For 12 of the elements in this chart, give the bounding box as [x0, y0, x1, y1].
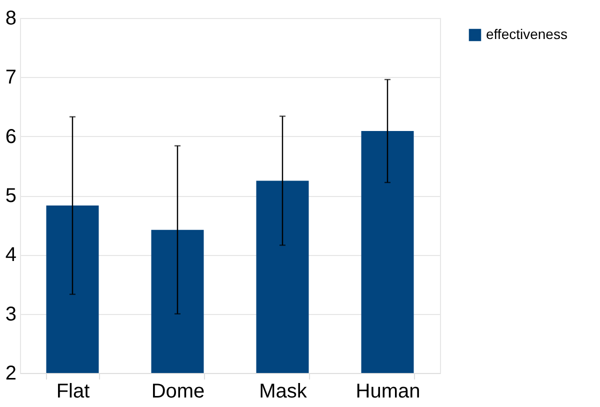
legend-label: effectiveness [486, 26, 568, 42]
x-tick-label: Mask [259, 380, 308, 402]
x-tick-label: Human [356, 380, 420, 402]
y-tick-label: 3 [5, 303, 16, 326]
y-tick-label: 5 [5, 185, 16, 207]
y-tick-label: 7 [5, 66, 16, 89]
y-tick-label: 4 [5, 244, 16, 266]
y-tick-label: 6 [5, 126, 16, 148]
y-tick-label: 2 [5, 362, 16, 384]
x-tick-label: Dome [151, 380, 205, 402]
x-tick-label: Flat [56, 380, 90, 402]
y-tick-label: 8 [5, 8, 16, 30]
